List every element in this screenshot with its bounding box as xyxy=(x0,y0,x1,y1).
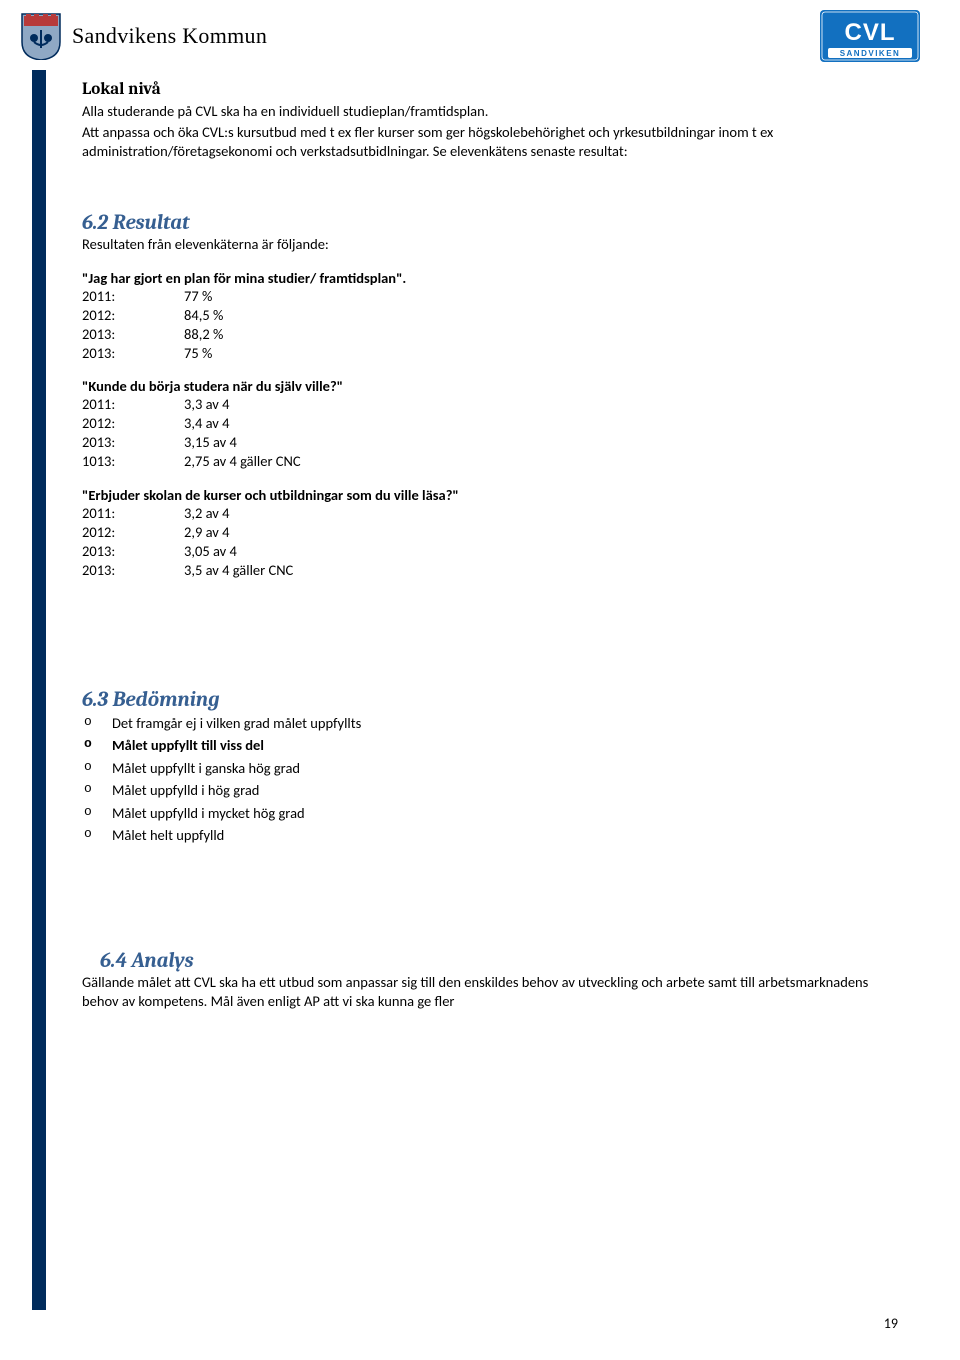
data-value: 3,3 av 4 xyxy=(184,395,229,414)
data-value: 88,2 % xyxy=(184,325,223,344)
data-year: 2011: xyxy=(82,395,184,414)
local-para-2: Att anpassa och öka CVL:s kursutbud med … xyxy=(82,123,902,161)
data-row: 1013:2,75 av 4 gäller CNC xyxy=(82,452,902,471)
heading-resultat: 6.2 Resultat xyxy=(82,211,902,235)
data-value: 3,2 av 4 xyxy=(184,504,229,523)
header-left: Sandvikens Kommun xyxy=(20,12,267,60)
data-year: 2013: xyxy=(82,542,184,561)
analys-para: Gällande målet att CVL ska ha ett utbud … xyxy=(82,973,902,1011)
bedomning-item: Målet uppfyllt till viss del xyxy=(112,734,902,756)
data-year: 2013: xyxy=(82,561,184,580)
survey-q2-title: "Kunde du börja studera när du själv vil… xyxy=(82,377,902,395)
data-value: 2,75 av 4 gäller CNC xyxy=(184,452,301,471)
survey-q1-rows: 2011:77 %2012:84,5 %2013:88,2 %2013:75 % xyxy=(82,287,902,364)
data-row: 2013:3,15 av 4 xyxy=(82,433,902,452)
bedomning-item: Målet uppfylld i hög grad xyxy=(112,779,902,801)
data-year: 2012: xyxy=(82,414,184,433)
side-vertical-rule xyxy=(32,70,46,1310)
bedomning-item: Det framgår ej i vilken grad målet uppfy… xyxy=(112,712,902,734)
page-header: Sandvikens Kommun CVL SANDVIKEN xyxy=(0,0,960,68)
data-year: 2013: xyxy=(82,325,184,344)
data-value: 77 % xyxy=(184,287,212,306)
data-year: 2012: xyxy=(82,306,184,325)
survey-q3-title: "Erbjuder skolan de kurser och utbildnin… xyxy=(82,486,902,504)
data-row: 2011:3,3 av 4 xyxy=(82,395,902,414)
data-year: 2013: xyxy=(82,433,184,452)
heading-local-level: Lokal nivå xyxy=(82,80,902,99)
municipality-title: Sandvikens Kommun xyxy=(72,23,267,49)
page-content: Lokal nivå Alla studerande på CVL ska ha… xyxy=(82,80,902,1013)
survey-q2-rows: 2011:3,3 av 42012:3,4 av 42013:3,15 av 4… xyxy=(82,395,902,472)
resultat-intro: Resultaten från elevenkäterna är följand… xyxy=(82,235,902,254)
data-value: 3,15 av 4 xyxy=(184,433,237,452)
data-value: 75 % xyxy=(184,344,212,363)
data-value: 84,5 % xyxy=(184,306,223,325)
page-number: 19 xyxy=(884,1315,898,1332)
bedomning-item: Målet helt uppfylld xyxy=(112,824,902,846)
data-row: 2013:3,05 av 4 xyxy=(82,542,902,561)
data-year: 1013: xyxy=(82,452,184,471)
bedomning-item: Målet uppfyllt i ganska hög grad xyxy=(112,757,902,779)
data-value: 2,9 av 4 xyxy=(184,523,229,542)
data-row: 2012:2,9 av 4 xyxy=(82,523,902,542)
data-year: 2011: xyxy=(82,504,184,523)
municipality-crest-icon xyxy=(20,12,62,60)
data-value: 3,5 av 4 gäller CNC xyxy=(184,561,293,580)
data-row: 2013:88,2 % xyxy=(82,325,902,344)
data-row: 2011:77 % xyxy=(82,287,902,306)
survey-q3-rows: 2011:3,2 av 42012:2,9 av 42013:3,05 av 4… xyxy=(82,504,902,581)
data-value: 3,4 av 4 xyxy=(184,414,229,433)
data-row: 2013:3,5 av 4 gäller CNC xyxy=(82,561,902,580)
data-row: 2011:3,2 av 4 xyxy=(82,504,902,523)
data-year: 2012: xyxy=(82,523,184,542)
data-value: 3,05 av 4 xyxy=(184,542,237,561)
bedomning-item: Målet uppfylld i mycket hög grad xyxy=(112,802,902,824)
data-year: 2011: xyxy=(82,287,184,306)
svg-text:SANDVIKEN: SANDVIKEN xyxy=(840,49,901,58)
data-row: 2012:84,5 % xyxy=(82,306,902,325)
data-year: 2013: xyxy=(82,344,184,363)
cvl-logo-icon: CVL SANDVIKEN xyxy=(820,10,920,62)
data-row: 2013:75 % xyxy=(82,344,902,363)
heading-analys: 6.4 Analys xyxy=(82,949,902,973)
heading-bedomning: 6.3 Bedömning xyxy=(82,688,902,712)
survey-q1-title: "Jag har gjort en plan för mina studier/… xyxy=(82,269,902,287)
data-row: 2012:3,4 av 4 xyxy=(82,414,902,433)
local-para-1: Alla studerande på CVL ska ha en individ… xyxy=(82,102,902,121)
bedomning-list: Det framgår ej i vilken grad målet uppfy… xyxy=(82,712,902,847)
svg-text:CVL: CVL xyxy=(845,19,896,46)
